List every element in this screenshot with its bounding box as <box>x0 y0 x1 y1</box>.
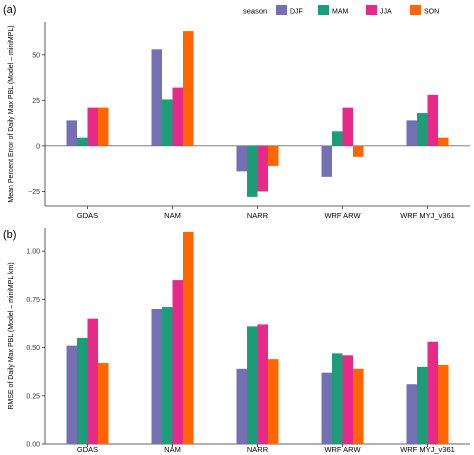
x-tick-label: WRF MYJ_v361 <box>400 445 455 454</box>
bar-nam-mam <box>162 99 173 146</box>
bar-narr-mam <box>247 145 258 197</box>
bar-nam-djf <box>151 309 162 444</box>
bar-wrf-arw-djf <box>321 372 332 444</box>
bar-gdas-djf <box>66 120 77 146</box>
bar-narr-son <box>268 359 279 444</box>
x-tick-label: NARR <box>247 211 269 220</box>
bar-wrf-myj-v361-djf <box>406 384 417 444</box>
bar-gdas-jja <box>87 107 98 146</box>
season-legend: season DJF MAM JJA SON <box>243 5 439 16</box>
legend-key-mam <box>318 5 329 15</box>
y-tick-label: 0.50 <box>26 345 40 352</box>
panel-b-rmse-chart: (b) 0.00 0.25 0.50 0.75 1.00 RMSE of Daily Ma… <box>3 228 470 454</box>
y-tick-label: 0.25 <box>26 393 40 400</box>
bar-wrf-arw-jja <box>342 355 353 444</box>
bar-narr-djf <box>236 368 247 444</box>
bar-wrf-arw-son <box>353 145 364 157</box>
bar-gdas-mam <box>77 337 88 444</box>
x-tick-label: NARR <box>247 445 269 454</box>
x-tick-label: WRF MYJ_v361 <box>400 211 455 220</box>
bar-narr-son <box>268 145 279 166</box>
bar-wrf-myj-v361-mam <box>417 113 428 146</box>
bar-gdas-mam <box>77 137 88 146</box>
legend-key-djf <box>276 5 287 15</box>
panel-a-mean-percent-error-chart: (a) −25 0 25 50 Mean Percent Error of Daily … <box>3 4 470 220</box>
bar-nam-son <box>183 231 194 444</box>
legend-title: season <box>243 7 267 16</box>
panel-a-label: (a) <box>3 4 16 16</box>
bar-wrf-myj-v361-djf <box>406 120 417 146</box>
bar-narr-djf <box>236 145 247 172</box>
y-axis-title: Mean Percent Error of Daily Max PBL (Mod… <box>8 25 15 202</box>
bar-nam-jja <box>172 280 183 444</box>
bar-narr-jja <box>257 145 268 192</box>
y-tick-label: 1.00 <box>26 249 40 256</box>
bar-wrf-myj-v361-jja <box>427 341 438 444</box>
legend-label-mam: MAM <box>332 9 349 16</box>
x-tick-label: WRF ARW <box>324 211 361 220</box>
y-tick-label: −25 <box>28 189 40 196</box>
x-tick-label: WRF ARW <box>324 445 361 454</box>
bar-wrf-arw-djf <box>321 145 332 177</box>
bar-narr-jja <box>257 324 268 444</box>
legend-label-jja: JJA <box>380 9 392 16</box>
panel-b-label: (b) <box>3 229 16 241</box>
y-tick-label: 50 <box>32 52 40 59</box>
x-tick-label: NAM <box>164 445 181 454</box>
legend-key-son <box>410 5 421 15</box>
x-tick-label: NAM <box>164 211 181 220</box>
y-tick-label: 0 <box>36 143 40 150</box>
bar-wrf-myj-v361-son <box>438 137 449 146</box>
bar-wrf-arw-jja <box>342 107 353 146</box>
x-tick-label: GDAS <box>77 445 98 454</box>
bar-gdas-djf <box>66 345 77 444</box>
bar-nam-jja <box>172 87 183 146</box>
bar-wrf-myj-v361-jja <box>427 94 438 146</box>
bar-nam-djf <box>151 49 162 146</box>
legend-label-djf: DJF <box>290 9 303 16</box>
bar-gdas-jja <box>87 318 98 444</box>
bar-wrf-arw-mam <box>332 353 343 444</box>
y-tick-label: 25 <box>32 98 40 105</box>
bar-wrf-myj-v361-mam <box>417 366 428 444</box>
bar-wrf-myj-v361-son <box>438 364 449 444</box>
bar-nam-mam <box>162 307 173 444</box>
bar-wrf-arw-mam <box>332 131 343 146</box>
bar-wrf-arw-son <box>353 368 364 444</box>
y-tick-label: 0.75 <box>26 297 40 304</box>
bar-narr-mam <box>247 326 258 444</box>
legend-label-son: SON <box>424 9 439 16</box>
bar-gdas-son <box>98 107 109 146</box>
x-tick-label: GDAS <box>77 211 98 220</box>
y-axis-title: RMSE of Daily Max PBL (Model – miniMPL k… <box>8 262 15 409</box>
bar-gdas-son <box>98 363 109 444</box>
legend-key-jja <box>366 5 377 15</box>
y-tick-label: 0.00 <box>26 442 40 449</box>
bar-nam-son <box>183 31 194 146</box>
